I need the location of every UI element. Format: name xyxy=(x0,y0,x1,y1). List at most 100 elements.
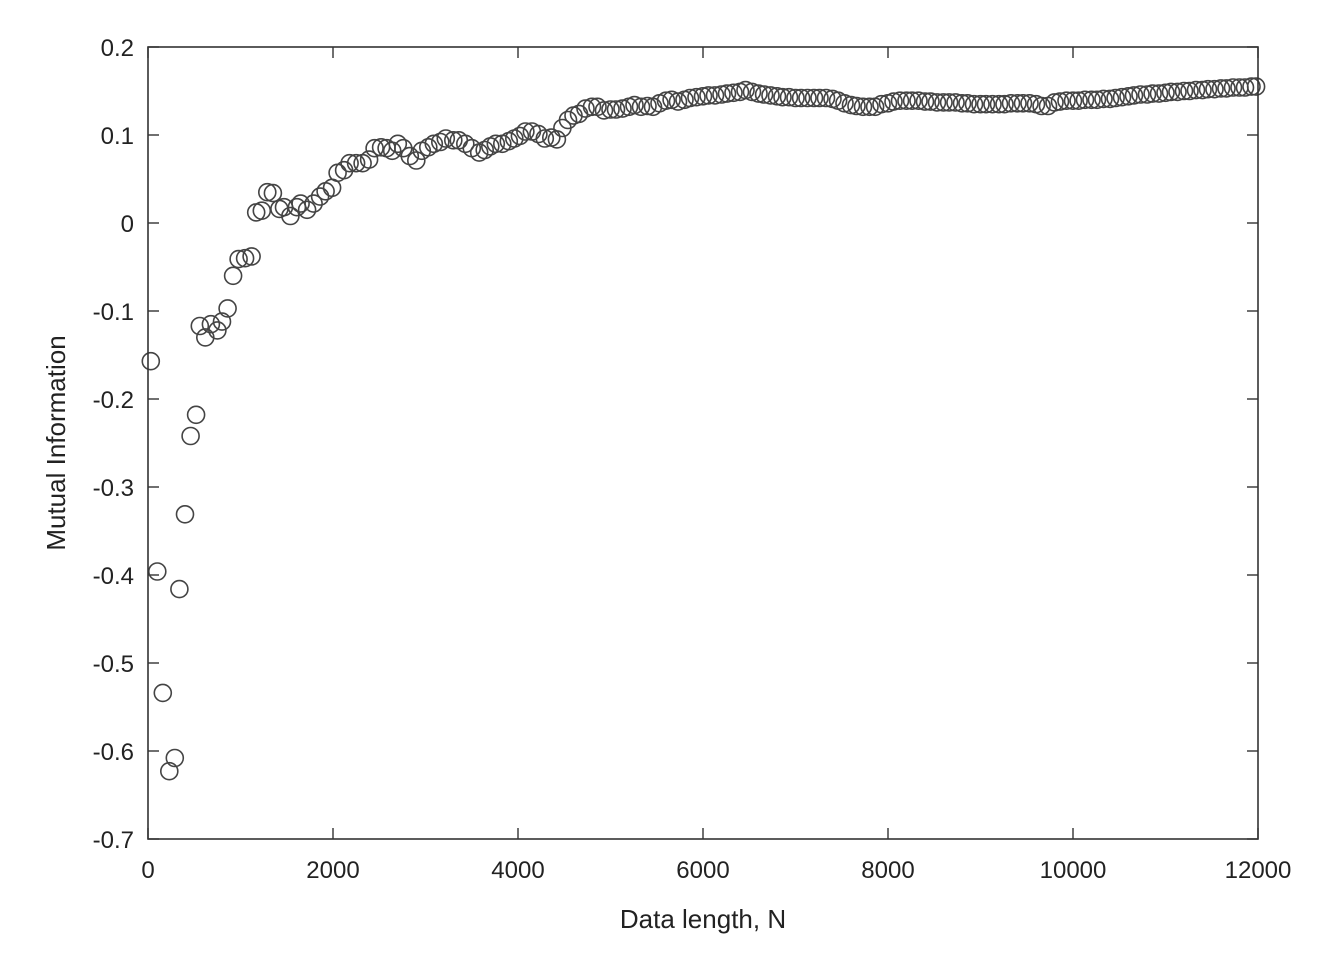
data-point xyxy=(1069,91,1088,110)
data-point xyxy=(1001,94,1021,113)
x-axis-label: Data length, N xyxy=(620,904,786,934)
data-point xyxy=(160,761,179,781)
data-point xyxy=(547,130,567,149)
data-point xyxy=(510,126,530,146)
data-point xyxy=(939,93,959,112)
data-point xyxy=(212,312,232,331)
data-points xyxy=(141,77,1266,781)
data-point xyxy=(365,138,384,158)
y-tick-label: 0.1 xyxy=(101,123,134,150)
data-point xyxy=(804,88,824,108)
data-point xyxy=(1013,94,1033,113)
y-tick-label: -0.7 xyxy=(93,827,134,854)
data-point xyxy=(1082,90,1101,110)
data-point xyxy=(915,92,935,111)
data-point xyxy=(201,314,221,334)
y-tick-label: -0.1 xyxy=(93,299,134,326)
data-point xyxy=(1168,82,1187,102)
data-point xyxy=(1198,79,1218,99)
data-point xyxy=(535,129,555,148)
data-point xyxy=(958,94,977,113)
data-point xyxy=(229,249,248,269)
data-point xyxy=(742,82,762,102)
tick-labels: 0 2000 4000 6000 8000 10000 12000 0.2 0.1 0 -0.1 -0… xyxy=(93,35,1292,884)
data-point xyxy=(263,183,283,203)
data-point xyxy=(1217,79,1236,98)
data-point xyxy=(1119,87,1138,106)
data-point xyxy=(934,93,953,112)
data-point xyxy=(1149,84,1169,103)
data-point xyxy=(749,84,768,103)
data-point xyxy=(902,91,922,110)
data-point xyxy=(443,131,463,150)
data-point xyxy=(242,247,261,266)
data-point xyxy=(1020,94,1039,113)
data-point xyxy=(1094,89,1113,109)
data-point xyxy=(1174,81,1194,101)
data-point xyxy=(529,124,548,144)
data-point xyxy=(705,86,725,105)
data-point xyxy=(1075,90,1095,110)
data-point xyxy=(141,351,161,371)
data-point xyxy=(430,132,450,152)
data-point xyxy=(1050,92,1070,111)
data-point xyxy=(346,153,366,173)
data-point xyxy=(890,91,910,110)
x-tick-label: 0 xyxy=(141,857,154,884)
data-point xyxy=(884,92,903,111)
data-point xyxy=(810,88,829,108)
data-point xyxy=(786,88,805,108)
y-tick-label: -0.4 xyxy=(93,563,134,590)
data-point xyxy=(613,99,632,118)
data-point xyxy=(1057,91,1076,110)
data-point xyxy=(816,88,836,108)
data-point xyxy=(724,83,743,103)
data-point xyxy=(693,87,713,106)
data-point xyxy=(921,92,940,111)
data-point xyxy=(1193,80,1212,100)
data-point xyxy=(1124,86,1144,105)
data-point xyxy=(340,153,359,173)
data-point xyxy=(699,86,718,105)
data-point xyxy=(208,321,227,340)
data-point xyxy=(475,140,495,160)
data-point xyxy=(175,504,195,524)
data-point xyxy=(712,85,731,104)
data-point xyxy=(754,85,774,104)
data-point xyxy=(424,134,444,154)
data-point xyxy=(1161,82,1181,102)
data-point xyxy=(946,93,965,112)
x-tick-label: 12000 xyxy=(1225,857,1292,884)
data-point xyxy=(1186,80,1206,100)
data-point xyxy=(601,100,620,119)
data-point xyxy=(186,405,206,425)
data-point xyxy=(455,134,475,154)
data-point xyxy=(631,97,651,117)
data-point xyxy=(1106,88,1125,108)
y-tick-label: 0.2 xyxy=(101,35,134,62)
data-point xyxy=(983,94,1002,114)
data-point xyxy=(872,94,891,114)
data-point xyxy=(165,748,185,768)
x-tick-label: 2000 xyxy=(306,857,359,884)
data-point xyxy=(853,97,873,117)
data-point xyxy=(1131,85,1150,104)
data-point xyxy=(847,96,866,116)
data-point xyxy=(761,86,780,105)
data-point xyxy=(736,80,755,100)
data-point xyxy=(1008,94,1027,113)
data-point xyxy=(181,426,200,446)
data-point xyxy=(798,88,817,108)
data-point xyxy=(388,134,408,154)
y-tick-label: -0.2 xyxy=(93,387,134,414)
data-point xyxy=(576,99,595,118)
data-point xyxy=(170,579,189,599)
data-point xyxy=(1032,96,1051,116)
data-point xyxy=(400,146,420,166)
x-tick-label: 6000 xyxy=(676,857,729,884)
y-tick-label: -0.5 xyxy=(93,651,134,678)
data-point xyxy=(1063,91,1083,110)
data-point xyxy=(897,91,916,110)
data-point xyxy=(486,134,506,154)
